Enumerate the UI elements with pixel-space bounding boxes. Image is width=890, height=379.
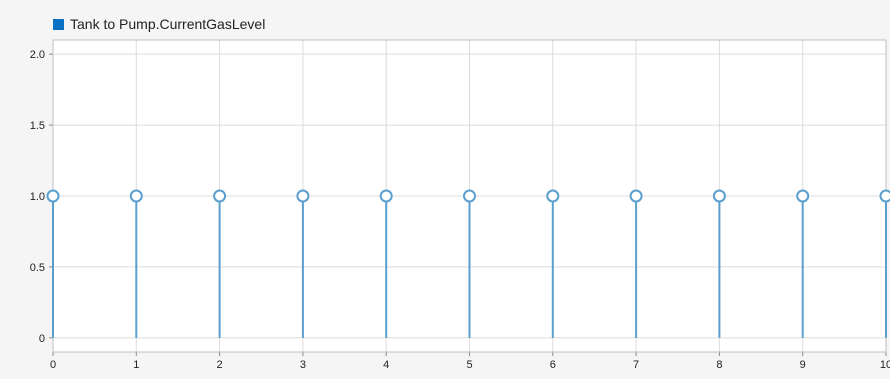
stem-marker [46,189,60,203]
x-tick-label: 9 [800,359,806,371]
stem-marker [463,189,476,203]
x-tick-label: 2 [217,359,223,371]
legend-swatch-icon [53,18,64,30]
y-tick-label: 1.0 [30,191,45,203]
x-tick-label: 7 [633,359,639,371]
x-tick-label: 8 [716,359,722,371]
stem-marker [546,189,560,203]
stem-marker [629,189,643,203]
stem-marker [879,189,890,203]
x-tick-label: 10 [880,359,890,371]
stem-marker [712,189,726,203]
y-tick-label: 1.5 [30,120,45,132]
stem-marker [296,189,310,203]
x-tick-label: 6 [550,359,556,371]
stem-marker [213,189,227,203]
y-tick-label: 2.0 [30,49,45,61]
stem-marker [379,189,393,203]
x-tick-label: 1 [133,359,139,371]
stem-marker [796,189,810,203]
legend[interactable]: Tank to Pump.CurrentGasLevel [53,14,265,34]
x-tick-label: 5 [466,359,472,371]
x-tick-label: 3 [300,359,306,371]
x-tick-label: 0 [50,359,56,371]
stem-marker [129,189,143,203]
y-tick-label: 0 [39,333,45,345]
y-tick-label: 0.5 [30,262,45,274]
legend-label: Tank to Pump.CurrentGasLevel [70,16,266,32]
x-tick-label: 4 [383,359,389,371]
